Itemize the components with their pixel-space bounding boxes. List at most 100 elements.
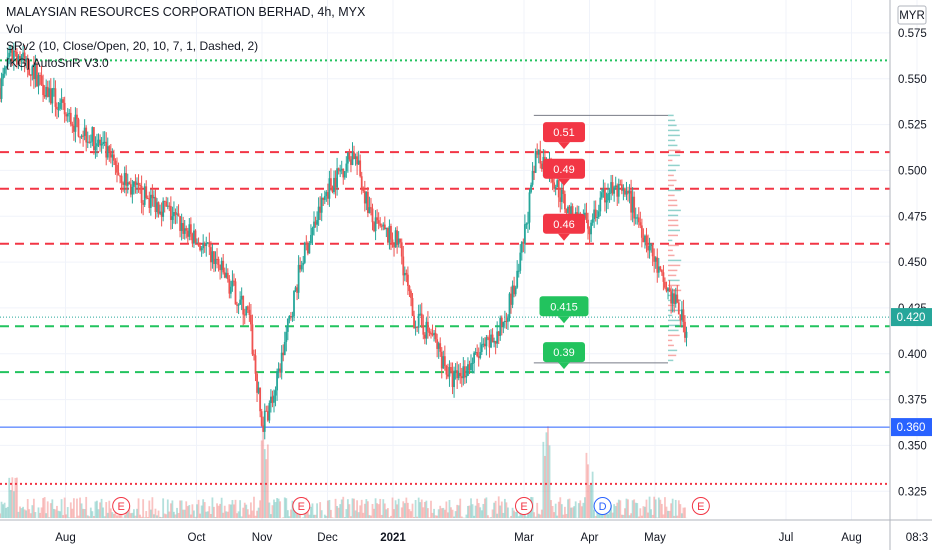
candle — [656, 248, 659, 283]
volume-bar — [585, 452, 588, 518]
candle-body — [140, 185, 143, 203]
candle — [507, 314, 509, 330]
candle — [57, 102, 60, 118]
volume-bar — [457, 505, 460, 518]
volume-bar — [386, 508, 389, 518]
volume-bar — [80, 503, 83, 518]
candle — [12, 42, 15, 71]
candle — [119, 175, 121, 184]
candle — [182, 216, 185, 239]
candle-body — [300, 265, 303, 270]
candle — [197, 237, 200, 247]
candle-body — [379, 223, 382, 226]
x-tick-label: Nov — [252, 532, 273, 544]
candle — [148, 191, 151, 214]
candle-body — [523, 224, 526, 244]
candle-body — [460, 376, 463, 379]
volume-bar — [502, 512, 505, 518]
candle — [593, 200, 596, 229]
candle-body — [467, 364, 469, 376]
volume-bar — [236, 513, 238, 518]
support-badge-pointer — [558, 316, 570, 324]
volume-bar — [402, 501, 405, 518]
volume-bar — [377, 504, 380, 518]
candle — [326, 183, 329, 205]
candle — [56, 102, 58, 120]
candle — [286, 318, 289, 341]
candle-body — [340, 168, 343, 171]
candle-body — [556, 180, 559, 187]
candle — [103, 131, 106, 147]
volume-bar — [419, 502, 422, 518]
candle — [377, 212, 380, 230]
candle-body — [328, 178, 331, 199]
candle — [522, 238, 525, 253]
candle-body — [302, 262, 305, 266]
candle — [422, 314, 425, 340]
candle — [283, 331, 286, 356]
volume-bar — [513, 510, 516, 518]
candle-body — [3, 68, 6, 74]
candle — [620, 179, 623, 195]
candle-body — [617, 184, 620, 197]
resistance-badge-label: 0.49 — [553, 164, 574, 176]
volume-bar — [374, 498, 377, 518]
volume-bar — [642, 506, 645, 518]
volume-bar — [536, 502, 539, 518]
legend-line-autosnr[interactable]: [KG] AutoSnR V3.0 — [6, 56, 109, 70]
legend-line-srv2[interactable]: SRv2 (10, Close/Open, 20, 10, 7, 1, Dash… — [6, 39, 259, 53]
candle — [154, 188, 157, 220]
resistance-badge: 0.46 — [543, 213, 585, 241]
candle — [156, 198, 158, 218]
candle-body — [654, 257, 657, 262]
candle — [299, 257, 302, 273]
candle — [684, 315, 686, 343]
candle — [311, 226, 314, 246]
candle-body — [128, 182, 131, 185]
volume-bar — [545, 432, 548, 518]
candle-body — [176, 213, 178, 215]
candle-body — [19, 55, 21, 61]
volume-bar — [473, 515, 475, 518]
candle-body — [308, 243, 311, 254]
legend-line-volume[interactable]: Vol — [6, 22, 23, 36]
volume-bar — [370, 515, 372, 518]
candle-body — [25, 58, 28, 62]
candle — [257, 381, 260, 395]
candle-body — [168, 205, 171, 207]
volume-bar — [356, 500, 359, 518]
candle-body — [400, 242, 403, 257]
symbol-title[interactable]: MALAYSIAN RESOURCES CORPORATION BERHAD, … — [6, 5, 366, 19]
candle — [273, 389, 275, 413]
candle — [259, 387, 262, 418]
volume-bar — [326, 500, 329, 518]
volume-bar — [459, 498, 462, 518]
candle — [92, 127, 95, 155]
candle-body — [588, 228, 591, 235]
candle — [189, 217, 192, 241]
candle — [436, 333, 439, 358]
volume-bar — [276, 498, 278, 518]
volume-bar — [182, 509, 185, 518]
candle — [482, 338, 485, 348]
volume-bar — [616, 502, 619, 518]
volume-bar — [365, 499, 368, 518]
candle — [274, 386, 277, 407]
volume-bar — [19, 506, 21, 518]
candle-body — [539, 149, 542, 164]
candle — [423, 332, 426, 345]
volume-bar — [491, 509, 494, 518]
x-tick-label: Aug — [841, 532, 861, 544]
candle-body — [490, 334, 492, 348]
candle — [368, 196, 371, 214]
candle — [627, 186, 629, 202]
candle-body — [611, 182, 614, 194]
candle — [585, 202, 588, 224]
candle — [290, 312, 292, 321]
candle — [206, 242, 209, 245]
candle-body — [671, 293, 674, 304]
candle-body — [480, 344, 483, 352]
volume-bar — [653, 496, 656, 518]
volume-bar — [571, 507, 574, 518]
